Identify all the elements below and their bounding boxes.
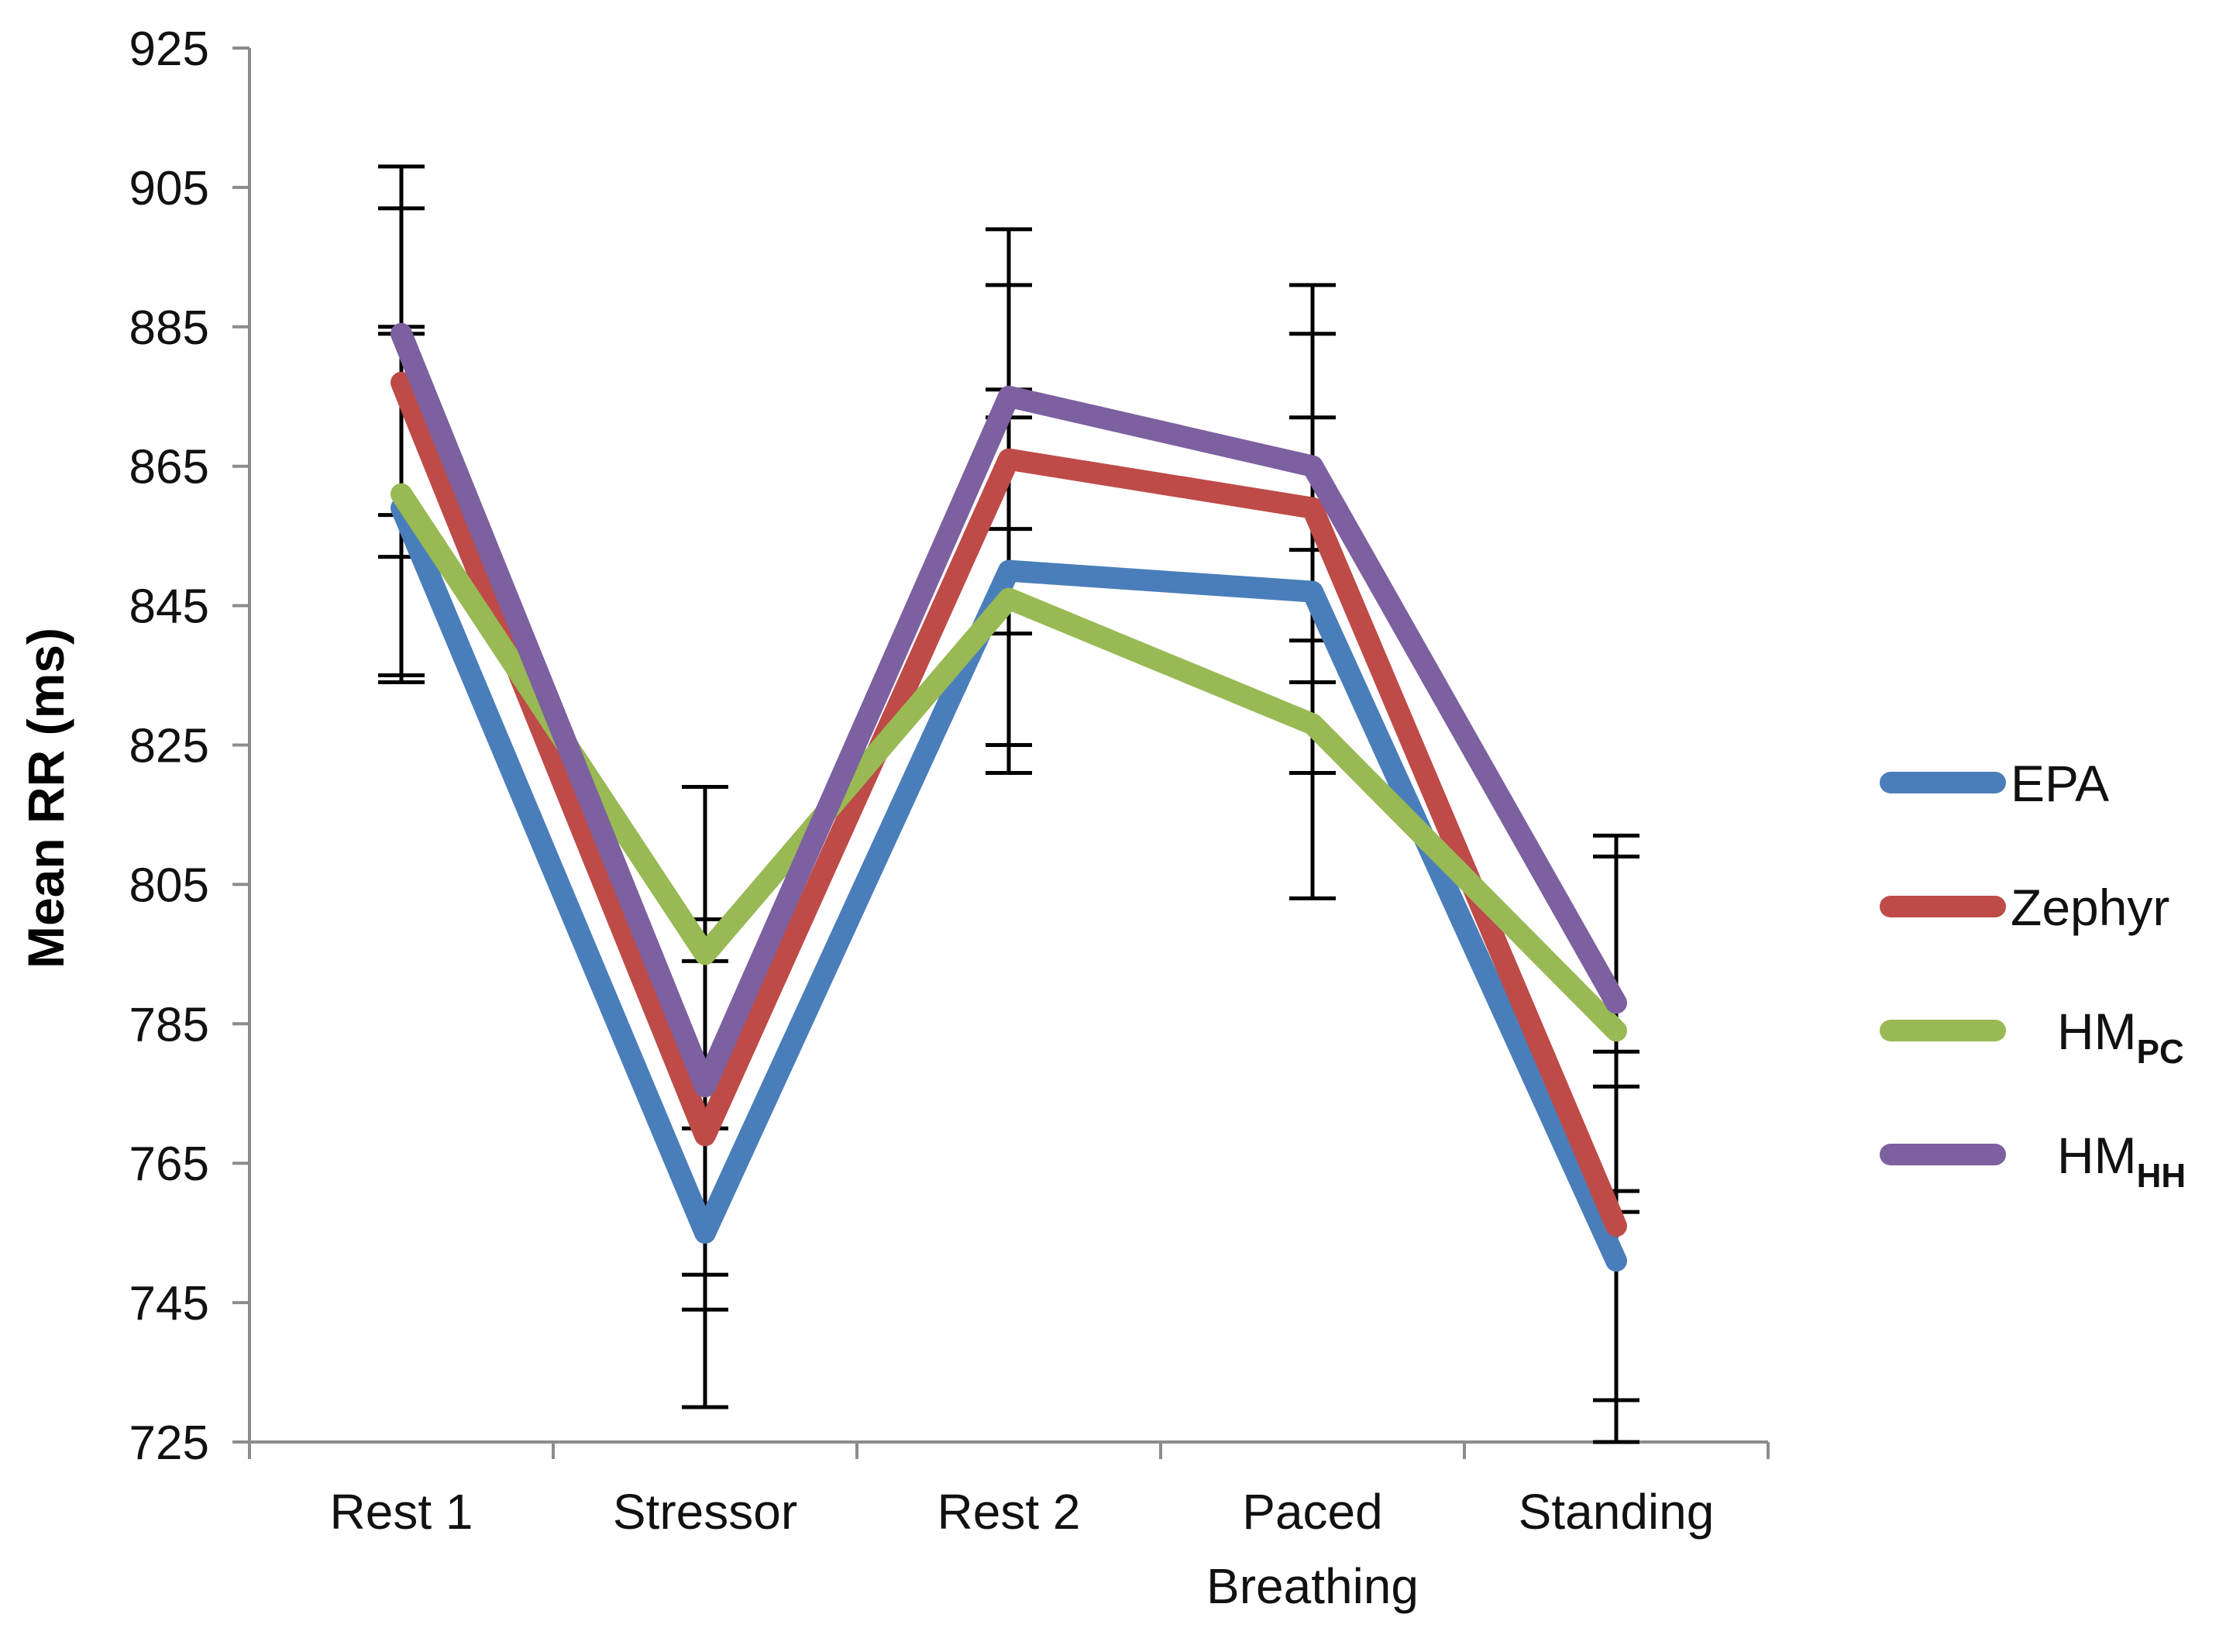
x-category-label: Paced: [1242, 1484, 1382, 1540]
legend-label: Zephyr: [2011, 879, 2169, 936]
y-axis-label: Mean RR (ms): [17, 628, 74, 969]
y-tick-label: 885: [129, 301, 209, 355]
series-line-zephyr: [390, 371, 1627, 1237]
y-tick-label: 765: [129, 1137, 209, 1191]
legend-label: HMPC: [2057, 1003, 2184, 1071]
y-tick-label: 925: [129, 22, 209, 76]
y-tick-label: 745: [129, 1277, 209, 1330]
x-category-label: Standing: [1519, 1484, 1715, 1540]
y-tick-label: 725: [129, 1416, 209, 1470]
x-category-label: Stressor: [613, 1484, 797, 1540]
legend-label-subscript: PC: [2137, 1033, 2184, 1071]
legend-item-epa: EPA: [1880, 755, 2109, 812]
y-tick-label: 845: [129, 580, 209, 634]
error-bars: [378, 164, 1639, 1444]
y-tick-label: 785: [129, 998, 209, 1051]
legend-item-zephyr: Zephyr: [1880, 879, 2169, 936]
legend-label-subscript: HH: [2137, 1157, 2186, 1195]
legend-label: HMHH: [2057, 1127, 2186, 1195]
x-category-label: Rest 2: [938, 1484, 1081, 1540]
x-category-label: Breathing: [1206, 1558, 1419, 1614]
y-tick-label: 865: [129, 441, 209, 494]
x-category-label: Rest 1: [330, 1484, 473, 1540]
axes: 725 745 765 785 805 825 845 865 885 905 925 Rest 1 S…: [129, 22, 1770, 1614]
legend: EPA Zephyr HMPC HMHH: [1880, 755, 2186, 1195]
y-tick-label: 905: [129, 162, 209, 215]
series-lines: [390, 322, 1627, 1272]
y-tick-label: 805: [129, 859, 209, 912]
legend-label: EPA: [2011, 755, 2109, 812]
legend-item-hm-hh: HMHH: [1880, 1127, 2186, 1195]
series-line-hm-pc: [390, 483, 1627, 1042]
y-tick-label: 825: [129, 720, 209, 773]
legend-item-hm-pc: HMPC: [1880, 1003, 2184, 1071]
series-line-hm-hh: [390, 322, 1627, 1098]
